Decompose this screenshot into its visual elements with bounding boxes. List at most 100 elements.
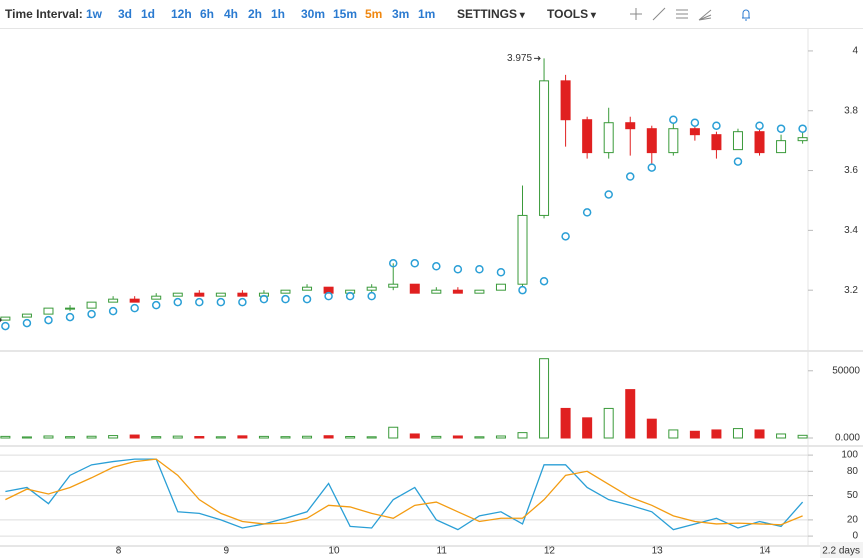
sar-dot — [475, 265, 484, 274]
volume-bar — [495, 435, 506, 439]
interval-button[interactable]: 6h — [200, 7, 215, 21]
candle-body — [409, 283, 420, 294]
volume-bar — [409, 433, 420, 439]
y-tick-label: 80 — [847, 466, 859, 477]
hlines-tool[interactable] — [673, 5, 691, 23]
sar-dot — [410, 259, 420, 268]
sar-dot — [195, 297, 204, 307]
y-tick-label: 0 — [852, 531, 858, 542]
x-tick-label: 14 — [759, 546, 771, 557]
interval-button[interactable]: 1h — [271, 7, 286, 21]
candle-body — [668, 128, 679, 154]
x-tick-label: 9 — [223, 546, 229, 557]
volume-bar — [689, 430, 700, 439]
volume-bar — [345, 436, 356, 439]
sar-dot — [388, 259, 398, 268]
volume-bar — [43, 435, 54, 439]
y-tick-label: 4 — [852, 46, 858, 57]
volume-bar — [65, 436, 76, 439]
menu-button[interactable]: TOOLS — [547, 7, 596, 21]
candle-body — [151, 295, 162, 300]
interval-button[interactable]: 5m — [365, 7, 383, 21]
volume-bar — [280, 436, 291, 439]
interval-button[interactable]: 30m — [301, 7, 326, 21]
y-tick-label: 3.4 — [844, 225, 858, 236]
fib-tool[interactable] — [696, 5, 714, 23]
volume-bar — [582, 417, 593, 439]
candle-body — [215, 292, 226, 297]
volume-bar — [560, 407, 571, 439]
interval-button[interactable]: 1d — [141, 7, 156, 21]
interval-button[interactable]: 1m — [418, 7, 436, 21]
volume-bar — [625, 389, 636, 439]
sar-dot — [776, 124, 786, 133]
sar-dot — [108, 306, 118, 316]
sar-dot — [798, 124, 807, 133]
sar-dot — [561, 232, 570, 241]
footer-label: 2.2 days — [822, 546, 860, 557]
sar-dot — [518, 285, 527, 295]
x-tick-label: 10 — [328, 546, 340, 557]
y-tick-label: 20 — [847, 515, 859, 526]
volume-bar — [129, 434, 140, 439]
volume-bar — [172, 435, 183, 439]
candle-body — [603, 122, 614, 154]
volume-bar — [237, 435, 248, 439]
volume-bar — [21, 436, 32, 439]
candle-body — [754, 131, 765, 154]
x-tick-label: 13 — [652, 546, 664, 557]
x-tick-label: 8 — [116, 546, 122, 557]
interval-button[interactable]: 4h — [224, 7, 239, 21]
candle-body — [280, 289, 291, 294]
candle-body — [388, 283, 399, 288]
candle-body — [776, 140, 787, 154]
stochastic-line — [5, 458, 804, 531]
x-tick-label: 11 — [437, 546, 448, 557]
menu-button[interactable]: SETTINGS — [457, 7, 525, 21]
alert-tool[interactable] — [737, 5, 755, 23]
annotation-arrow — [0, 317, 3, 323]
interval-button[interactable]: 2h — [248, 7, 263, 21]
x-tick-label: 12 — [544, 546, 556, 557]
candle-body — [732, 131, 743, 151]
sar-dot — [216, 297, 226, 307]
sar-dot — [44, 315, 53, 325]
sar-dot — [733, 157, 743, 166]
y-tick-label: 3.8 — [844, 105, 858, 116]
footer-box — [820, 542, 863, 558]
sar-dot — [625, 172, 635, 181]
candle-body — [302, 286, 313, 291]
volume-bar — [603, 407, 614, 439]
y-tick-label: 50 — [847, 490, 859, 501]
volume-bar — [668, 429, 679, 439]
volume-bar — [388, 426, 399, 439]
volume-bar — [366, 436, 377, 439]
annotation-arrow — [534, 56, 541, 61]
sar-dot — [367, 291, 376, 301]
candle-body — [539, 80, 550, 216]
sar-dot — [604, 190, 613, 199]
candle-body — [797, 137, 808, 142]
interval-button[interactable]: 15m — [333, 7, 358, 21]
candle-body — [43, 307, 54, 315]
volume-bar — [539, 358, 550, 439]
candle-body — [625, 122, 636, 130]
interval-button[interactable]: 12h — [171, 7, 192, 21]
line-tool[interactable] — [650, 5, 668, 23]
volume-bar — [474, 436, 485, 439]
sar-dot — [238, 297, 247, 307]
sar-dot — [755, 121, 764, 130]
interval-button[interactable]: 1w — [86, 7, 103, 21]
sar-dot — [259, 294, 269, 304]
interval-button[interactable]: 3m — [392, 7, 410, 21]
interval-button[interactable]: 3d — [118, 7, 133, 21]
candle-body — [21, 313, 32, 318]
annotation-label: 3.975 — [507, 53, 532, 64]
sar-dot — [1, 321, 10, 331]
sar-dot — [281, 294, 290, 304]
volume-bar — [323, 435, 334, 439]
sar-dot — [151, 300, 161, 310]
y-tick-label: 0.000 — [835, 433, 860, 444]
sar-dot — [22, 318, 32, 328]
crosshair-tool[interactable] — [627, 5, 645, 23]
